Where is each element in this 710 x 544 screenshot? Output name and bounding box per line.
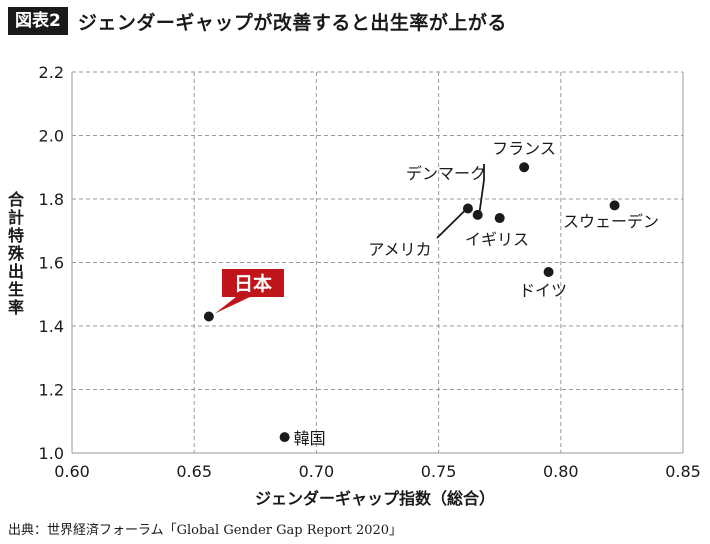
data-point — [472, 209, 483, 220]
data-point — [279, 432, 290, 443]
point-label: デンマーク — [406, 164, 486, 183]
figure-badge: 図表2 — [8, 7, 68, 35]
x-axis-label: ジェンダーギャップ指数（総合） — [255, 489, 495, 508]
x-tick-label: 0.75 — [421, 462, 457, 481]
point-label: アメリカ — [368, 240, 431, 259]
data-point — [494, 213, 505, 224]
x-tick-label: 0.70 — [299, 462, 335, 481]
x-tick-label: 0.80 — [543, 462, 579, 481]
y-tick-label: 1.8 — [39, 190, 64, 209]
y-tick-label: 1.4 — [39, 317, 64, 336]
point-label: 日本 — [234, 272, 272, 295]
data-points — [203, 162, 620, 443]
y-axis-label: 合計特殊出生率 — [8, 190, 25, 317]
x-tick-label: 0.60 — [54, 462, 90, 481]
callout-box — [222, 269, 284, 297]
x-tick-label: 0.85 — [665, 462, 701, 481]
data-point — [519, 162, 530, 173]
y-tick-label: 2.2 — [39, 63, 64, 82]
point-label: フランス — [492, 139, 556, 158]
y-tick-label: 1.0 — [39, 444, 64, 463]
x-tick-label: 0.65 — [176, 462, 212, 481]
axes: 1.0 1.2 1.4 1.6 1.8 2.0 2.2 0.60 0.65 0.70 0.75 0.8… — [39, 63, 701, 481]
leader-line — [436, 208, 467, 239]
y-tick-label: 1.2 — [39, 381, 64, 400]
data-point — [609, 200, 620, 211]
grid — [71, 71, 684, 454]
data-point — [203, 311, 214, 322]
y-tick-label: 1.6 — [39, 254, 64, 273]
data-point — [543, 267, 554, 278]
chart-header: 図表2 ジェンダーギャップが改善すると出生率が上がる — [8, 6, 507, 36]
leader-line — [478, 164, 485, 211]
chart-title: ジェンダーギャップが改善すると出生率が上がる — [77, 11, 507, 34]
point-label: イギリス — [465, 230, 529, 249]
point-label: 韓国 — [294, 429, 326, 448]
source-note: 出典：世界経済フォーラム「Global Gender Gap Report 20… — [8, 523, 403, 538]
point-label: ドイツ — [519, 281, 567, 300]
point-label: スウェーデン — [563, 212, 659, 231]
y-tick-label: 2.0 — [39, 127, 64, 146]
callout-pointer — [214, 297, 250, 314]
